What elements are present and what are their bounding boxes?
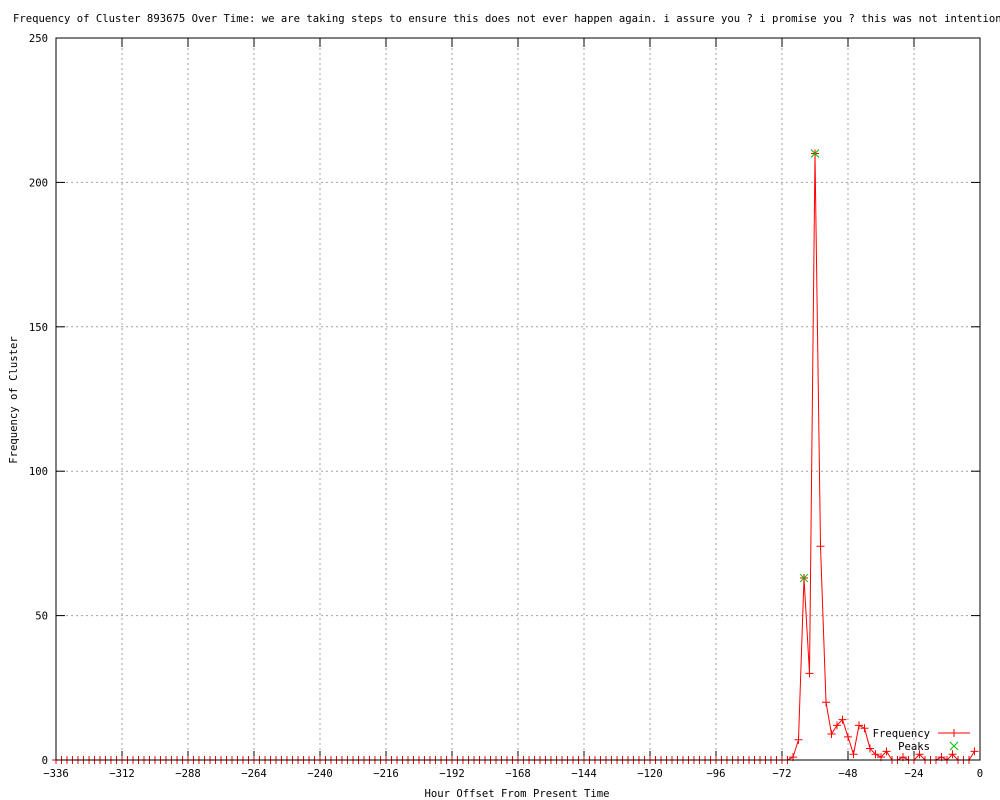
x-tick-label: −24	[904, 768, 923, 780]
frequency-point	[805, 669, 814, 678]
frequency-point	[871, 750, 880, 759]
legend: Frequency Peaks	[873, 728, 970, 753]
y-tick-label: 100	[29, 466, 48, 478]
x-tick-label: −240	[307, 768, 333, 780]
x-tick-label: −48	[838, 768, 857, 780]
frequency-point	[882, 747, 891, 756]
legend-label-frequency: Frequency	[873, 728, 930, 740]
legend-marker-peaks	[949, 741, 959, 751]
x-tick-label: −96	[706, 768, 725, 780]
frequency-point	[948, 750, 957, 759]
x-tick-label: −288	[175, 768, 201, 780]
frequency-point	[838, 715, 847, 724]
peak-point	[799, 573, 809, 583]
y-tick-label: 250	[29, 33, 48, 45]
frequency-point	[855, 721, 863, 730]
series-layer	[52, 149, 979, 764]
frequency-point	[844, 732, 852, 741]
y-tick-label: 200	[29, 177, 48, 189]
x-tick-label: 0	[977, 768, 983, 780]
axes: −336 −312 −288 −264 −240 −216 −192 −168 −144 −120…	[29, 33, 983, 780]
frequency-point	[970, 747, 979, 756]
frequency-point	[822, 698, 830, 707]
x-tick-label: −216	[373, 768, 399, 780]
x-tick-label: −120	[637, 768, 663, 780]
x-tick-label: −264	[241, 768, 267, 780]
frequency-point	[849, 750, 858, 759]
frequency-point	[816, 542, 825, 551]
frequency-line	[56, 153, 975, 761]
x-tick-label: −336	[43, 768, 69, 780]
frequency-point	[860, 724, 869, 733]
peak-point	[810, 149, 820, 158]
y-tick-label: 50	[35, 611, 48, 623]
y-tick-label: 150	[29, 322, 48, 334]
x-tick-label: −312	[109, 768, 135, 780]
chart-title: Frequency of Cluster 893675 Over Time: w…	[13, 13, 1000, 25]
y-tick-label: 0	[42, 755, 48, 767]
plot-frame	[55, 37, 981, 761]
frequency-point	[794, 735, 803, 744]
x-tick-label: −192	[439, 768, 465, 780]
legend-marker-frequency	[950, 729, 958, 737]
y-axis-label: Frequency of Cluster	[8, 336, 20, 464]
x-tick-label: −72	[772, 768, 791, 780]
frequency-point	[833, 721, 841, 730]
frequency-point	[915, 750, 924, 759]
frequency-point	[827, 730, 836, 739]
legend-label-peaks: Peaks	[898, 741, 930, 753]
x-axis-label: Hour Offset From Present Time	[425, 788, 610, 800]
grid	[56, 38, 980, 760]
x-tick-label: −168	[505, 768, 531, 780]
frequency-point	[866, 744, 874, 753]
x-tick-label: −144	[571, 768, 597, 780]
